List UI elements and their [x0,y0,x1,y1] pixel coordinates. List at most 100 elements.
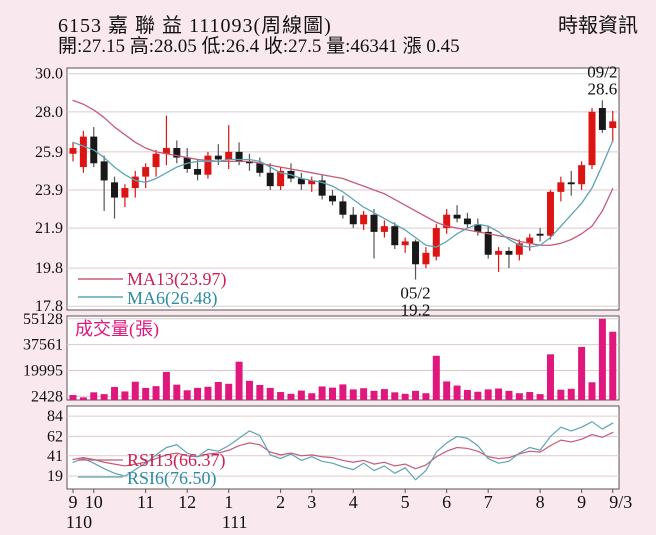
volume-bar [131,381,139,400]
volume-bar [111,387,119,400]
price-tick-label: 23.9 [35,182,63,199]
annotation-28.6: 28.6 [588,79,618,98]
volume-bar [204,386,212,400]
volume-tick-label: 37561 [23,337,63,354]
month-label-2: 2 [276,492,285,512]
volume-bar [69,394,77,400]
volume-bar [214,382,222,400]
candle-up [557,182,565,192]
volume-pane-title: 成交量(張) [75,319,159,340]
moving-averages [72,99,614,248]
month-label-12: 12 [178,492,196,512]
candle-down [318,180,326,196]
volume-bar [360,388,368,400]
volume-bar [463,389,471,400]
pane-background [66,405,620,490]
rsi13-legend-label: RSI13(66.37) [127,450,226,471]
rsi-tick-label: 19 [47,468,63,485]
candle-up [495,250,503,255]
volume-bar [598,318,606,400]
candle-down [474,224,482,232]
candle-up [578,165,586,185]
volume-bar [526,392,534,400]
volume-bar [183,390,191,400]
candle-up [277,170,285,187]
price-tick-label: 30.0 [35,66,63,83]
month-label-7: 7 [484,492,493,512]
candle-down [505,250,513,255]
candle-up [546,191,554,236]
candle-down [391,226,399,246]
volume-bar [266,387,274,400]
month-label-9: 9 [577,492,586,512]
rsi-tick-label: 41 [47,448,63,465]
candle-down [329,195,336,202]
volume-bar [245,380,253,400]
volume-bar [339,384,347,400]
month-label-8: 8 [536,492,545,512]
candle-up [609,121,617,129]
candlesticks [69,100,617,280]
volume-bar [432,355,440,400]
candle-up [162,148,170,154]
rsi-lines: RSI13(66.37)RSI6(76.50) [72,421,614,489]
volume-bar [609,331,617,400]
price-annotations: 09/228.6 05/219.2 [400,62,617,319]
rsi-line-teal [72,421,614,481]
volume-bar [536,394,544,400]
rsi-tick-label: 62 [47,428,63,445]
volume-bar [152,386,160,400]
price-tick-label: 19.8 [35,260,63,277]
candle-up [515,243,523,255]
annotation-05-2: 05/2 [400,284,430,303]
volume-bar [100,394,108,400]
volume-tick-label: 55128 [23,311,63,328]
candle-down [256,163,264,173]
candle-up [225,151,233,160]
candle-down [370,214,378,232]
volume-bar [567,388,575,400]
candle-down [598,108,606,130]
pane-background [66,67,620,311]
volume-bar [412,390,420,400]
chart-title: 6153 嘉 聯 益 111093(周線圖) [58,15,332,37]
candle-up [79,136,87,168]
volume-bar [297,390,305,400]
volume-bar [162,372,170,400]
annotation-19.2: 19.2 [401,301,431,320]
price-tick-label: 28.0 [35,104,63,121]
volume-bar [79,397,87,400]
volume-bar [90,392,98,400]
volume-bar [515,393,523,400]
volume-bar [287,393,295,400]
candle-down [339,201,347,215]
candle-up [121,188,129,198]
volume-bar [349,389,357,400]
volume-bar [453,385,461,400]
volume-bars: 成交量(張) [69,318,617,400]
month-label-5: 5 [401,492,410,512]
month-label-3: 3 [307,492,316,512]
ma13-line [72,99,614,246]
rsi6-legend-label: RSI6(76.50) [127,468,217,489]
candle-up [131,176,139,189]
candle-up [69,148,77,154]
month-label-9-3: 9/3 [609,492,632,512]
annotation-09-2: 09/2 [587,62,617,81]
rsi-line-crimson [72,431,614,470]
volume-bar [484,389,492,400]
month-label-1: 1 [224,492,233,512]
volume-bar [173,384,181,400]
candle-up [360,214,368,225]
year-label-110: 110 [66,512,92,532]
candle-down [214,155,222,160]
candle-down [484,231,492,255]
candle-up [152,153,160,168]
volume-bar [225,383,233,400]
candle-down [536,233,544,236]
candle-down [194,168,202,175]
volume-bar [474,391,482,400]
candle-down [173,148,181,158]
candle-up [526,237,534,244]
candle-down [349,214,357,225]
